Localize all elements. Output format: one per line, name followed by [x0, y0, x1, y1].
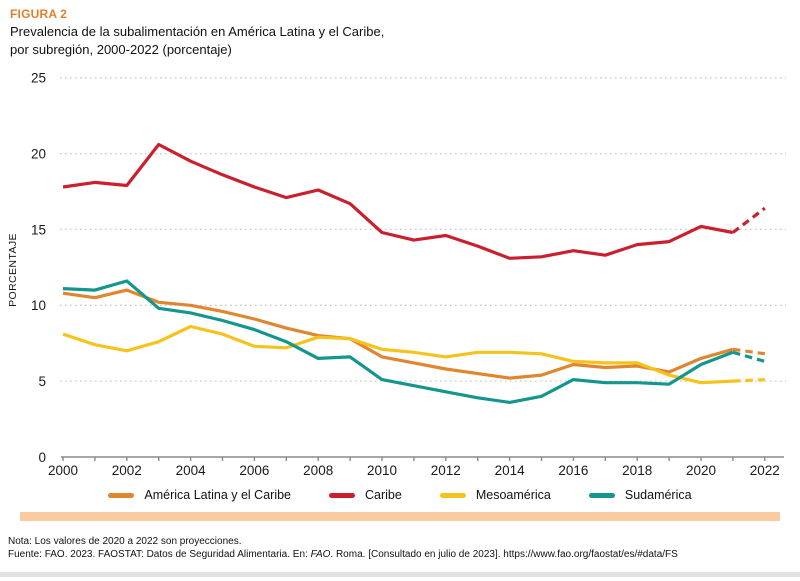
- svg-text:2020: 2020: [686, 463, 716, 478]
- figure-label: FIGURA 2: [10, 7, 68, 21]
- legend-swatch-icon: [588, 492, 615, 498]
- series-line-1: [62, 142, 766, 260]
- source-text: Fuente: FAO. 2023. FAOSTAT: Datos de Seg…: [8, 549, 678, 560]
- svg-text:2010: 2010: [367, 463, 397, 478]
- legend-label: Sudamérica: [624, 488, 692, 502]
- legend-label: Caribe: [365, 488, 402, 502]
- legend-label: Mesoamérica: [475, 488, 551, 502]
- series-line-3: [62, 279, 766, 404]
- legend-label: América Latina y el Caribe: [144, 488, 292, 502]
- line-chart: 0 5 10 15 20 25 PORCENTAJE 2000 2002 2004 2006 2008…: [7, 71, 786, 478]
- legend-item-2: Mesoamérica: [439, 488, 551, 502]
- x-axis: 2000 2002 2004 2006 2008 2010 2012 2014 2016 2018…: [48, 456, 784, 478]
- note-text: Nota: Los valores de 2020 a 2022 son pro…: [8, 536, 242, 547]
- bottom-page-edge: [0, 572, 800, 577]
- svg-text:5: 5: [38, 374, 46, 389]
- legend-swatch-icon: [108, 492, 135, 498]
- svg-text:2014: 2014: [495, 463, 526, 478]
- figure-title: Prevalencia de la subalimentación en Amé…: [10, 24, 385, 57]
- y-axis-labels: 0 5 10 15 20 25 PORCENTAJE: [7, 71, 46, 465]
- svg-text:2006: 2006: [239, 463, 269, 478]
- svg-text:20: 20: [31, 146, 46, 161]
- accent-bar: [20, 512, 780, 521]
- source-italic: FAO: [310, 549, 331, 560]
- legend-item-0: América Latina y el Caribe: [108, 488, 291, 502]
- series-line-2: [62, 324, 765, 385]
- svg-text:2008: 2008: [303, 463, 333, 478]
- svg-text:2012: 2012: [431, 463, 461, 478]
- legend: América Latina y el Caribe Caribe Mesoamér…: [0, 488, 800, 502]
- svg-text:15: 15: [31, 222, 46, 237]
- svg-text:2000: 2000: [48, 463, 78, 478]
- legend-item-1: Caribe: [329, 488, 402, 502]
- source-prefix: Fuente: FAO. 2023. FAOSTAT: Datos de Seg…: [8, 549, 311, 560]
- series-line-0: [62, 288, 766, 380]
- svg-text:2018: 2018: [622, 463, 652, 478]
- source-suffix: . Roma. [Consultado en julio de 2023]. h…: [330, 549, 678, 560]
- svg-text:0: 0: [38, 450, 46, 465]
- legend-item-3: Sudamérica: [588, 488, 692, 502]
- svg-text:2016: 2016: [558, 463, 588, 478]
- legend-swatch-icon: [329, 492, 356, 498]
- svg-text:2004: 2004: [176, 463, 207, 478]
- svg-text:2002: 2002: [112, 463, 142, 478]
- svg-text:25: 25: [31, 71, 46, 86]
- legend-swatch-icon: [439, 492, 466, 498]
- svg-text:2022: 2022: [750, 463, 780, 478]
- svg-text:10: 10: [31, 298, 46, 313]
- y-axis-title: PORCENTAJE: [7, 233, 19, 307]
